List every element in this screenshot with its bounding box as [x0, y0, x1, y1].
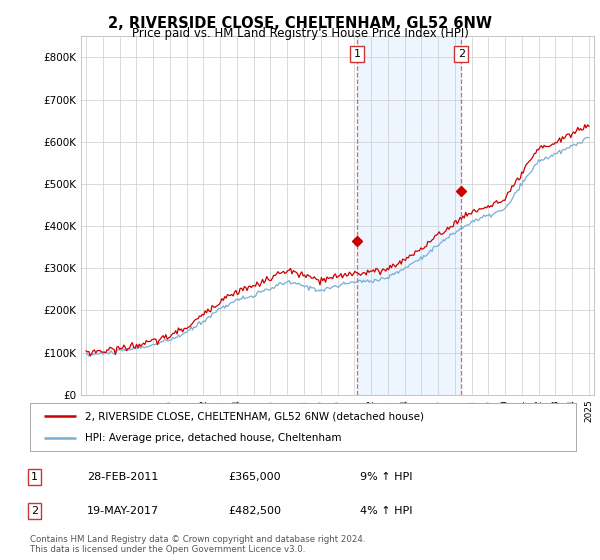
Text: 2: 2 [458, 49, 465, 59]
Text: 4% ↑ HPI: 4% ↑ HPI [360, 506, 413, 516]
Text: 28-FEB-2011: 28-FEB-2011 [87, 472, 158, 482]
Text: 1: 1 [31, 472, 38, 482]
Text: 1: 1 [353, 49, 361, 59]
Text: 2, RIVERSIDE CLOSE, CHELTENHAM, GL52 6NW: 2, RIVERSIDE CLOSE, CHELTENHAM, GL52 6NW [108, 16, 492, 31]
Text: 2: 2 [31, 506, 38, 516]
Text: Price paid vs. HM Land Registry's House Price Index (HPI): Price paid vs. HM Land Registry's House … [131, 27, 469, 40]
Text: HPI: Average price, detached house, Cheltenham: HPI: Average price, detached house, Chel… [85, 433, 341, 443]
Text: 19-MAY-2017: 19-MAY-2017 [87, 506, 159, 516]
Text: Contains HM Land Registry data © Crown copyright and database right 2024.
This d: Contains HM Land Registry data © Crown c… [30, 535, 365, 554]
Text: 9% ↑ HPI: 9% ↑ HPI [360, 472, 413, 482]
Text: £365,000: £365,000 [228, 472, 281, 482]
Text: £482,500: £482,500 [228, 506, 281, 516]
Text: 2, RIVERSIDE CLOSE, CHELTENHAM, GL52 6NW (detached house): 2, RIVERSIDE CLOSE, CHELTENHAM, GL52 6NW… [85, 411, 424, 421]
